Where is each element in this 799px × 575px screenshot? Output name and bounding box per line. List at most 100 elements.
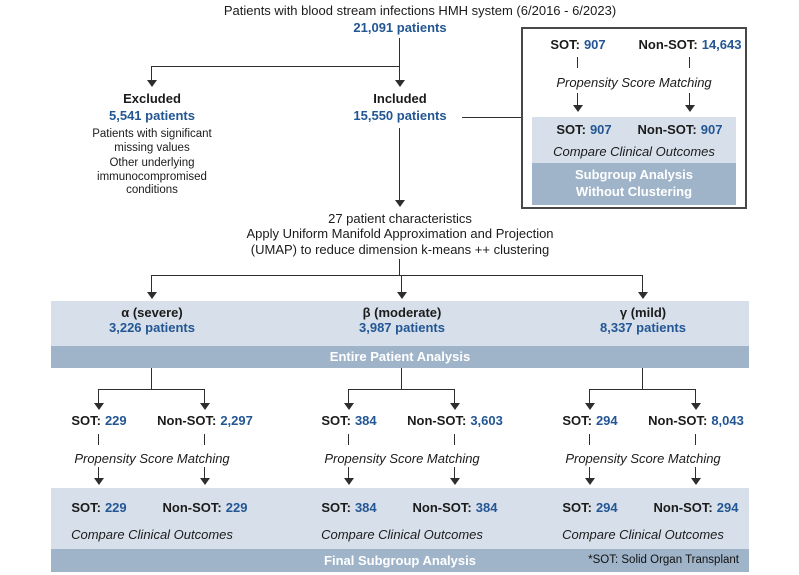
cluster-cell-beta: β (moderate) 3,987 patients xyxy=(292,305,512,336)
sidebox-banner-line-2: Without Clustering xyxy=(575,184,693,199)
sidebox-matched-sot: SOT: 907 xyxy=(534,122,634,137)
connector-line xyxy=(689,93,690,105)
nonsot-value: 14,643 xyxy=(701,37,742,52)
compare-outcomes-gamma: Compare Clinical Outcomes xyxy=(562,527,724,542)
connector-line xyxy=(401,275,402,292)
connector-line xyxy=(348,467,349,478)
flow-arrow-icon xyxy=(395,80,405,87)
cluster-count: 3,226 patients xyxy=(109,320,195,336)
flow-arrow-icon xyxy=(94,403,104,410)
sot-count-beta: SOT: 384 xyxy=(289,413,409,428)
flow-arrow-icon xyxy=(450,403,460,410)
sot-label: SOT: xyxy=(556,122,586,137)
flow-arrow-icon xyxy=(585,478,595,485)
dashed-connector xyxy=(454,434,455,445)
dashed-connector xyxy=(348,434,349,445)
sot-count-alpha: SOT: 229 xyxy=(39,413,159,428)
connector-line xyxy=(642,275,643,292)
flow-arrow-icon xyxy=(691,403,701,410)
psm-step-beta: Propensity Score Matching xyxy=(324,451,480,466)
sot-label: SOT: xyxy=(321,413,351,428)
flow-arrow-icon xyxy=(573,105,583,112)
flow-arrow-icon xyxy=(691,478,701,485)
matched-sot-beta: SOT: 384 xyxy=(289,500,409,515)
connector-line xyxy=(399,128,400,200)
entire-analysis-band xyxy=(51,346,749,368)
matched-sot-alpha: SOT: 229 xyxy=(39,500,159,515)
flow-arrow-icon xyxy=(395,200,405,207)
flow-arrow-icon xyxy=(147,80,157,87)
sidebox-matched-box: SOT: 907 Non-SOT: 907 Compare Clinical Out… xyxy=(532,117,736,163)
total-patient-count: 21,091 patients xyxy=(353,20,447,35)
sot-label: SOT: xyxy=(321,500,351,515)
umap-line-2: Apply Uniform Manifold Approximation and… xyxy=(246,226,554,242)
connector-to-sidebox xyxy=(462,117,521,118)
psm-step-gamma: Propensity Score Matching xyxy=(565,451,721,466)
matched-outcome-band xyxy=(51,488,749,549)
final-analysis-band xyxy=(51,549,749,572)
nonsot-label: Non-SOT: xyxy=(162,500,222,515)
flow-arrow-icon xyxy=(344,478,354,485)
cluster-count: 3,987 patients xyxy=(359,320,445,336)
umap-line-1: 27 patient characteristics xyxy=(328,211,472,226)
dashed-connector xyxy=(695,434,696,445)
sot-footnote: *SOT: Solid Organ Transplant xyxy=(588,554,739,566)
excluded-reason-2: Other underlying immunocompromised condi… xyxy=(97,157,207,197)
connector-line xyxy=(695,467,696,478)
nonsot-label: Non-SOT: xyxy=(653,500,713,515)
dashed-connector xyxy=(577,57,578,68)
connector-line xyxy=(642,368,643,389)
flow-arrow-icon xyxy=(147,292,157,299)
cluster-cell-gamma: γ (mild) 8,337 patients xyxy=(533,305,753,336)
connector-line xyxy=(99,389,205,390)
connector-line xyxy=(152,275,643,276)
cluster-name: α (severe) xyxy=(121,305,183,320)
dashed-connector xyxy=(98,434,99,445)
sot-label: SOT: xyxy=(562,500,592,515)
connector-line xyxy=(98,467,99,478)
connector-line xyxy=(98,389,99,403)
dashed-connector xyxy=(589,434,590,445)
sot-label: SOT: xyxy=(71,413,101,428)
excluded-heading: Excluded xyxy=(123,91,181,106)
psm-step-alpha: Propensity Score Matching xyxy=(74,451,230,466)
nonsot-value: 3,603 xyxy=(470,413,503,428)
sot-value: 384 xyxy=(354,413,377,428)
compare-outcomes-alpha: Compare Clinical Outcomes xyxy=(71,527,233,542)
nonsot-count-gamma: Non-SOT: 8,043 xyxy=(621,413,771,428)
cluster-count: 8,337 patients xyxy=(600,320,686,336)
nonsot-count-alpha: Non-SOT: 2,297 xyxy=(130,413,280,428)
connector-line xyxy=(348,389,349,403)
sot-value: 294 xyxy=(595,413,618,428)
nonsot-value: 384 xyxy=(475,500,498,515)
nonsot-value: 907 xyxy=(700,122,723,137)
included-heading: Included xyxy=(373,91,427,106)
excluded-count: 5,541 patients xyxy=(109,108,195,123)
sidebox-sot-count: SOT: 907 xyxy=(528,37,628,52)
connector-line xyxy=(204,467,205,478)
connector-line xyxy=(349,389,455,390)
connector-line xyxy=(589,389,590,403)
included-count: 15,550 patients xyxy=(353,108,447,123)
sidebox-matched-nonsot: Non-SOT: 907 xyxy=(615,122,745,137)
sot-label: SOT: xyxy=(562,413,592,428)
nonsot-value: 229 xyxy=(225,500,248,515)
flow-arrow-icon xyxy=(200,478,210,485)
page-title: Patients with blood stream infections HM… xyxy=(223,3,617,18)
flow-arrow-icon xyxy=(585,403,595,410)
flow-arrow-icon xyxy=(638,292,648,299)
dashed-connector xyxy=(204,434,205,445)
sot-value: 294 xyxy=(595,500,618,515)
umap-line-3: (UMAP) to reduce dimension k-means ++ cl… xyxy=(250,241,550,257)
no-clustering-panel: SOT: 907 Non-SOT: 14,643 Propensity Score … xyxy=(521,27,747,209)
nonsot-count-beta: Non-SOT: 3,603 xyxy=(380,413,530,428)
nonsot-label: Non-SOT: xyxy=(407,413,467,428)
matched-nonsot-beta: Non-SOT: 384 xyxy=(380,500,530,515)
sidebox-psm-step: Propensity Score Matching xyxy=(556,75,712,90)
connector-line xyxy=(399,259,400,275)
matched-sot-gamma: SOT: 294 xyxy=(530,500,650,515)
connector-line xyxy=(151,368,152,389)
connector-line xyxy=(151,275,152,292)
flow-arrow-icon xyxy=(200,403,210,410)
